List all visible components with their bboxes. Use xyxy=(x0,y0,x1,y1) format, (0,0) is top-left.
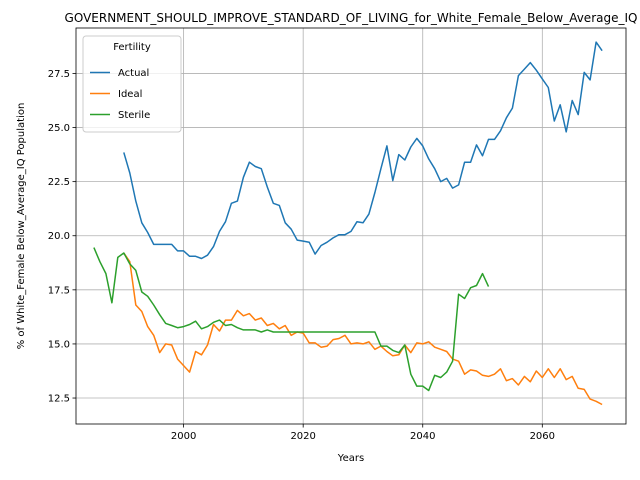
series-line-ideal xyxy=(123,252,603,406)
series-layer xyxy=(93,41,603,406)
legend-label-ideal: Ideal xyxy=(118,89,142,100)
plot-frame xyxy=(75,27,627,425)
y-tick-label: 22.5 xyxy=(48,177,70,188)
y-tick-label: 25.0 xyxy=(48,123,70,134)
y-axis: 12.5 15.0 17.5 20.0 22.5 25.0 27.5 xyxy=(48,69,76,405)
legend-title: Fertility xyxy=(113,42,151,53)
x-axis: 2000 2020 2040 2060 xyxy=(171,424,555,442)
x-axis-title: Years xyxy=(337,453,364,464)
series-line-sterile xyxy=(93,247,490,392)
y-axis-title: % of White_Female Below_Average_IQ Popul… xyxy=(16,103,27,350)
legend-label-actual: Actual xyxy=(118,68,149,79)
x-tick-label: 2000 xyxy=(171,431,196,442)
legend-label-sterile: Sterile xyxy=(118,110,150,121)
x-tick-label: 2020 xyxy=(290,431,315,442)
y-tick-label: 15.0 xyxy=(48,339,70,350)
legend-box xyxy=(82,35,182,133)
y-tick-label: 17.5 xyxy=(48,285,70,296)
y-tick-label: 27.5 xyxy=(48,69,70,80)
legend: Fertility Actual Ideal Sterile xyxy=(82,35,182,133)
series-line-actual xyxy=(123,41,603,260)
x-tick-label: 2060 xyxy=(530,431,555,442)
x-tick-label: 2040 xyxy=(410,431,435,442)
y-tick-label: 20.0 xyxy=(48,231,70,242)
y-tick-label: 12.5 xyxy=(48,394,70,405)
chart-title: GOVERNMENT_SHOULD_IMPROVE_STANDARD_OF_LI… xyxy=(65,11,638,25)
